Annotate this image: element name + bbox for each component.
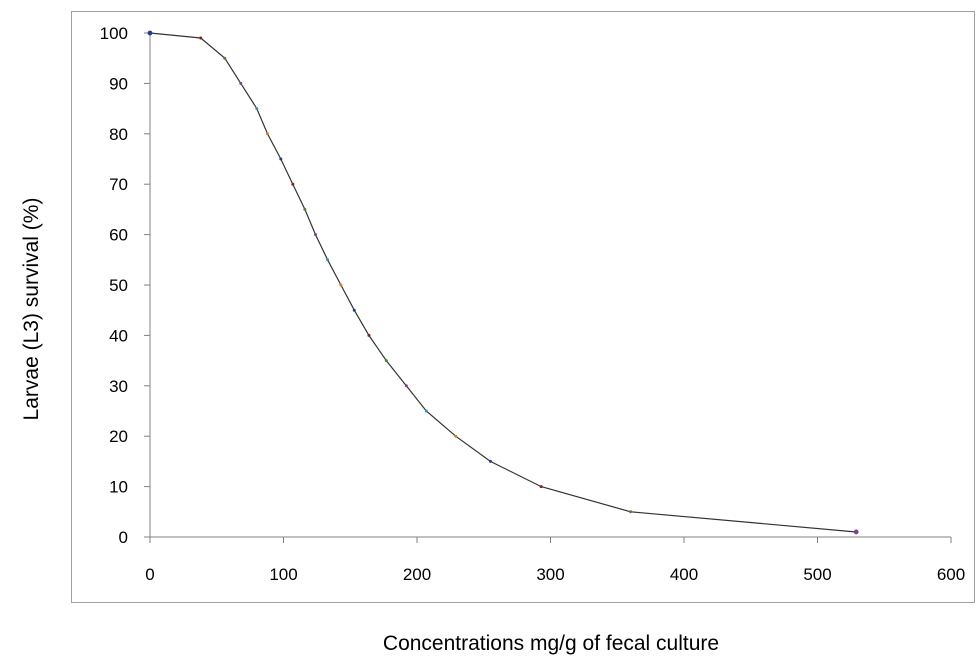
- y-tick-label: 20: [109, 427, 128, 446]
- y-tick-label: 80: [109, 125, 128, 144]
- data-point: [147, 30, 153, 36]
- x-tick-label: 0: [145, 565, 154, 584]
- data-point: [314, 233, 318, 237]
- data-point: [239, 81, 243, 85]
- data-point: [199, 36, 203, 40]
- data-point: [265, 132, 269, 136]
- y-tick-label: 0: [119, 528, 128, 547]
- y-tick-label: 30: [109, 377, 128, 396]
- data-point: [367, 333, 371, 337]
- y-tick-label: 60: [109, 226, 128, 245]
- x-tick-label: 500: [803, 565, 831, 584]
- data-point: [279, 157, 283, 161]
- data-point: [303, 207, 307, 211]
- x-axis-title: Concentrations mg/g of fecal culture: [383, 632, 719, 655]
- data-point: [291, 182, 295, 186]
- data-point: [629, 510, 633, 514]
- y-axis-title: Larvae (L3) survival (%): [20, 198, 43, 421]
- data-point: [255, 107, 259, 111]
- chart-frame: [71, 11, 975, 603]
- data-point: [539, 485, 543, 489]
- data-point: [454, 434, 458, 438]
- series-layer: [147, 30, 859, 535]
- data-point: [488, 459, 492, 463]
- data-point: [352, 308, 356, 312]
- y-tick-label: 10: [109, 478, 128, 497]
- y-tick-label: 100: [100, 24, 128, 43]
- y-tick-label: 70: [109, 175, 128, 194]
- x-tick-label: 400: [670, 565, 698, 584]
- x-tick-label: 600: [937, 565, 965, 584]
- axes: [144, 32, 952, 543]
- y-tick-label: 90: [109, 74, 128, 93]
- series-line: [149, 32, 857, 533]
- tick-labels: 0 10 20 30 40 50 60 70 80 90 100 0 100 200 300 400 500 60…: [100, 24, 966, 584]
- data-point: [404, 384, 408, 388]
- data-point: [384, 359, 388, 363]
- data-point: [339, 283, 343, 287]
- data-point: [424, 409, 428, 413]
- y-tick-label: 50: [109, 276, 128, 295]
- data-point: [223, 56, 227, 60]
- y-tick-label: 40: [109, 326, 128, 345]
- x-tick-label: 200: [403, 565, 431, 584]
- data-point: [326, 258, 330, 262]
- x-tick-label: 300: [536, 565, 564, 584]
- data-point: [853, 529, 859, 535]
- x-tick-label: 100: [269, 565, 297, 584]
